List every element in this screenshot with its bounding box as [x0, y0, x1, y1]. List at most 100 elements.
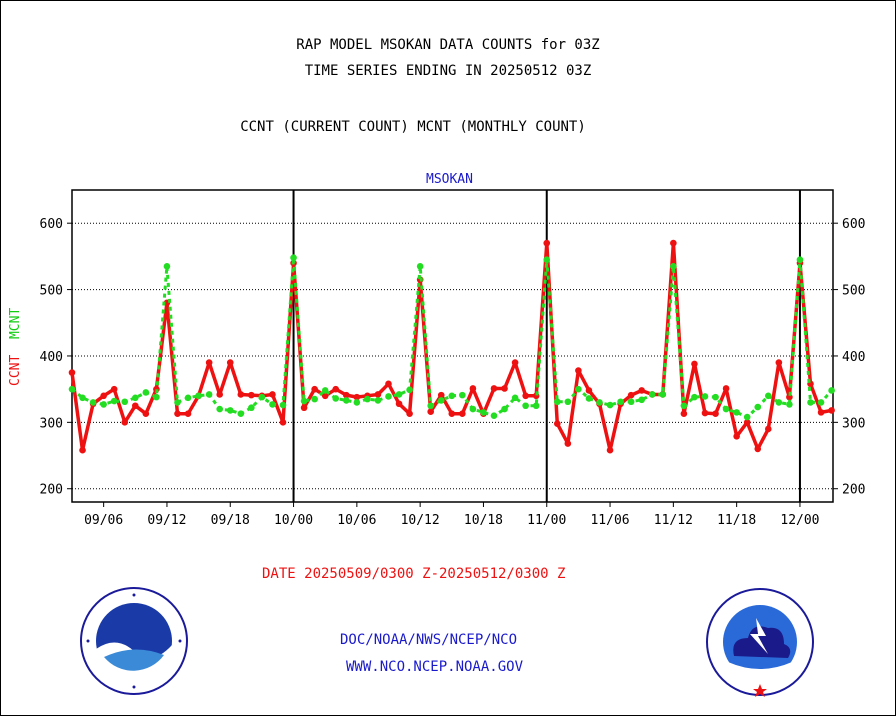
point-mcnt [290, 254, 297, 262]
xtick-label-11/18: 11/18 [717, 513, 756, 528]
point-mcnt [543, 256, 551, 264]
point-ccnt [279, 419, 287, 426]
point-ccnt [743, 419, 751, 426]
chart-title-line-3: CCNT (CURRENT COUNT) MCNT (MONTHLY COUNT… [240, 119, 586, 135]
point-mcnt [701, 393, 709, 400]
noaa-wordmark [127, 617, 142, 635]
point-mcnt [490, 412, 498, 420]
doc-noaa-link[interactable]: DOC/NOAA/NWS/NCEP/NCO [340, 632, 518, 648]
national-weather-service-logo [706, 588, 814, 697]
point-ccnt [469, 385, 477, 392]
nws-lightning [750, 618, 768, 654]
point-ccnt [79, 446, 86, 454]
ytick-label-right-400: 400 [842, 350, 865, 365]
point-mcnt [364, 395, 371, 403]
noaa-logo [80, 587, 188, 695]
point-mcnt [532, 402, 540, 410]
point-ccnt [300, 404, 308, 412]
ytick-label-left-300: 300 [40, 416, 63, 431]
noaa-lower-band [104, 649, 164, 671]
point-mcnt [680, 402, 688, 410]
point-ccnt [775, 359, 783, 366]
point-mcnt [153, 393, 160, 401]
plot-frame [71, 189, 834, 503]
point-mcnt [596, 399, 603, 406]
point-mcnt [575, 385, 582, 393]
point-ccnt [184, 410, 192, 418]
point-ccnt [205, 359, 213, 366]
point-mcnt [121, 398, 129, 406]
point-mcnt [89, 399, 97, 406]
axes [67, 189, 838, 507]
point-mcnt [311, 395, 318, 403]
point-mcnt [606, 401, 614, 409]
chart-name: MSOKAN [426, 172, 473, 187]
point-mcnt [743, 413, 751, 421]
point-ccnt [691, 360, 698, 368]
ytick-label-left-500: 500 [40, 284, 63, 299]
point-mcnt [427, 402, 435, 410]
ytick-label-left-200: 200 [40, 483, 63, 498]
point-ccnt [248, 391, 255, 399]
point-mcnt [670, 263, 677, 270]
point-mcnt [205, 391, 213, 398]
point-mcnt [754, 403, 762, 411]
point-ccnt [701, 409, 709, 417]
point-ccnt [311, 385, 318, 393]
ytick-label-right-300: 300 [842, 416, 865, 431]
point-ccnt [564, 440, 572, 447]
point-ccnt [638, 387, 645, 394]
point-mcnt [226, 407, 234, 414]
point-mcnt [416, 263, 424, 270]
point-mcnt [796, 256, 804, 264]
point-ccnt [606, 446, 614, 454]
point-mcnt [248, 404, 255, 412]
point-mcnt [617, 398, 624, 406]
point-mcnt [522, 402, 529, 410]
point-ccnt [332, 385, 340, 393]
xtick-label-10/00: 10/00 [274, 513, 313, 528]
point-mcnt [353, 399, 361, 406]
point-ccnt [226, 359, 234, 366]
point-mcnt [216, 405, 223, 413]
point-mcnt [163, 263, 171, 270]
point-mcnt [279, 401, 287, 409]
point-ccnt [627, 391, 635, 399]
logos [80, 587, 814, 697]
point-ccnt [237, 391, 245, 398]
point-ccnt [754, 445, 762, 453]
point-ccnt [828, 407, 835, 414]
point-mcnt [68, 385, 76, 393]
point-mcnt [385, 393, 392, 400]
grid-lines [72, 190, 833, 502]
point-mcnt [100, 401, 107, 408]
point-ccnt [269, 391, 276, 398]
point-mcnt [722, 405, 730, 413]
xtick-label-09/06: 09/06 [84, 513, 123, 528]
point-mcnt [469, 405, 477, 413]
chart-title-line-2: TIME SERIES ENDING IN 20250512 03Z [304, 63, 592, 79]
point-mcnt [374, 397, 382, 404]
point-ccnt [406, 410, 413, 418]
point-mcnt [775, 399, 783, 406]
point-ccnt [733, 432, 740, 440]
point-mcnt [480, 409, 487, 416]
nco-website-link[interactable]: WWW.NCO.NCEP.NOAA.GOV [346, 659, 524, 675]
point-ccnt [110, 385, 118, 393]
point-mcnt [321, 387, 329, 394]
point-mcnt [733, 409, 740, 416]
point-mcnt [448, 392, 456, 400]
point-ccnt [554, 420, 561, 427]
point-mcnt [564, 398, 572, 406]
point-mcnt [585, 395, 593, 402]
point-mcnt [332, 395, 340, 402]
point-ccnt [437, 391, 445, 399]
point-mcnt [659, 391, 667, 398]
point-mcnt [437, 397, 445, 404]
noaa-ring-dot [132, 593, 136, 597]
noaa-ring-dot [86, 639, 90, 643]
point-ccnt [385, 380, 392, 388]
ytick-label-right-600: 600 [842, 217, 865, 232]
noaa-ring-dot [178, 639, 182, 643]
